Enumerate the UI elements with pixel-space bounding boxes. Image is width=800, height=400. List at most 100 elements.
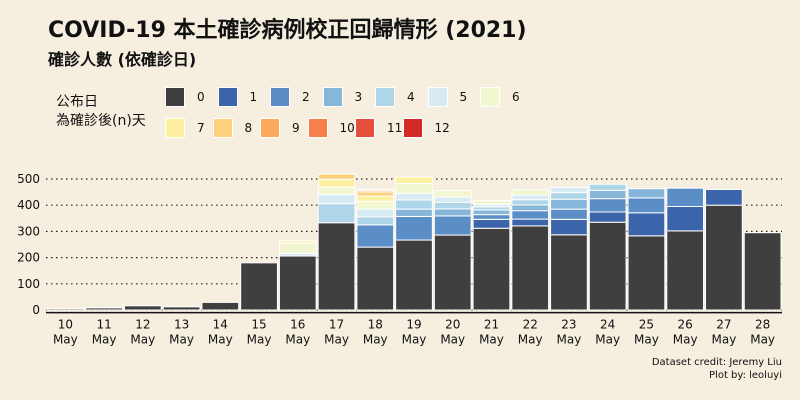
bar-segment-2 — [550, 208, 588, 220]
legend-item-9: 9 — [260, 118, 300, 138]
bar-segment-6 — [278, 242, 317, 254]
legend-swatch — [427, 87, 448, 107]
bar-segment-8 — [356, 191, 395, 197]
bar-segment-0 — [550, 234, 588, 311]
legend-item-7: 7 — [165, 118, 205, 138]
legend-swatch — [375, 87, 395, 107]
legend-title-line-1: 公布日 — [56, 94, 98, 110]
legend-label: 9 — [292, 121, 300, 135]
bar-segment-4 — [395, 199, 433, 210]
credit: Dataset credit: Jeremy Liu Plot by: leol… — [652, 356, 782, 382]
bar-segment-0 — [123, 305, 162, 311]
legend-swatch — [217, 87, 238, 107]
bar-segment-1 — [550, 218, 588, 236]
bar-segment-5 — [395, 192, 433, 201]
x-tick-label: 23 May — [557, 318, 582, 347]
bar-segment-4 — [356, 216, 395, 226]
legend-item-2: 2 — [270, 87, 310, 107]
bar-segment-5 — [550, 186, 588, 194]
bar-segment-0 — [627, 235, 666, 311]
bar-segment-3 — [627, 188, 666, 199]
bar-segment-0 — [433, 234, 472, 311]
x-tick-label: 19 May — [402, 318, 427, 347]
bar-segment-2 — [356, 224, 395, 248]
dataset-credit: Dataset credit: Jeremy Liu — [651, 357, 782, 368]
x-tick-label: 27 May — [711, 318, 736, 347]
bar-segment-0 — [356, 246, 395, 311]
legend-label: 10 — [339, 121, 355, 135]
legend-item-12: 12 — [402, 118, 450, 138]
y-tick-label: 300 — [17, 224, 40, 238]
x-tick-label: 10 May — [53, 318, 78, 347]
legend-swatch — [480, 87, 500, 107]
bar-segment-5 — [317, 193, 356, 205]
legend-label: 0 — [197, 90, 205, 104]
y-tick-label: 500 — [17, 172, 40, 186]
bar-segment-1 — [511, 218, 550, 227]
bar-segment-4 — [433, 201, 472, 210]
bar-segment-4 — [588, 183, 627, 191]
bar-segment-5 — [511, 194, 550, 201]
x-tick-label: 18 May — [363, 318, 388, 347]
legend-item-4: 4 — [375, 87, 415, 107]
legend-label: 12 — [434, 121, 450, 135]
bar-segment-4 — [317, 203, 356, 224]
bar-segment-0 — [588, 221, 627, 311]
x-tick-label: 24 May — [595, 318, 620, 347]
bar-segment-0 — [278, 255, 317, 311]
bar-segment-2 — [588, 198, 627, 213]
bar-segment-7 — [317, 178, 356, 188]
bar-segment-0 — [743, 232, 782, 311]
x-tick-label: 20 May — [440, 318, 465, 347]
x-tick-label: 13 May — [169, 318, 194, 347]
x-tick-label: 11 May — [92, 318, 117, 347]
bar-segment-2 — [627, 197, 666, 214]
bar-segment-2 — [433, 215, 472, 236]
bar-segment-7 — [278, 240, 317, 244]
bar-segment-6 — [356, 200, 395, 210]
legend-label: 8 — [244, 121, 253, 135]
legend-item-5: 5 — [427, 87, 467, 107]
x-tick-label: 12 May — [130, 318, 155, 347]
legend-title-line-2: 為確診後(n)天 — [56, 113, 146, 129]
legend-label: 1 — [249, 90, 258, 104]
bar-segment-8 — [317, 173, 356, 180]
bar-segment-0 — [705, 204, 743, 311]
bar-segment-3 — [395, 208, 433, 217]
bar-segment-0 — [46, 308, 85, 311]
legend-label: 11 — [387, 121, 403, 135]
x-tick-label: 21 May — [479, 318, 504, 347]
bar-segment-4 — [511, 199, 550, 206]
bar-segment-5 — [356, 208, 395, 218]
y-tick-label: 400 — [17, 198, 40, 212]
bar-segment-6 — [317, 186, 356, 195]
bar-segment-3 — [550, 198, 588, 210]
bar-segment-3 — [433, 208, 472, 217]
legend-label: 4 — [407, 90, 415, 104]
chart-subtitle: 確診人數 (依確診日) — [48, 50, 197, 69]
bar-segment-1 — [666, 206, 705, 232]
bar-segment-2 — [511, 210, 550, 220]
bar-segment-1 — [705, 188, 743, 206]
y-tick-label: 100 — [17, 277, 40, 291]
bar-segment-0 — [395, 239, 433, 311]
legend-item-1: 1 — [217, 87, 258, 107]
plot-credit: Plot by: leoluyi — [709, 370, 782, 381]
bar-segment-7 — [356, 195, 395, 202]
legend-swatch — [322, 87, 343, 107]
x-tick-label: 15 May — [247, 318, 272, 347]
legend-swatch — [165, 118, 185, 138]
x-tick-label: 14 May — [208, 318, 233, 347]
bar-segment-3 — [511, 204, 550, 212]
legend-title: 公布日 為確診後(n)天 — [56, 93, 146, 131]
bar-segment-2 — [666, 187, 705, 208]
bar-segment-10 — [356, 188, 395, 191]
legend-item-10: 10 — [307, 118, 355, 138]
legend-label: 7 — [197, 121, 205, 135]
legend-item-8: 8 — [212, 118, 253, 138]
legend-label: 2 — [302, 90, 310, 104]
bar-segment-3 — [472, 209, 511, 216]
legend-swatch — [260, 118, 280, 138]
bar-segment-6 — [433, 190, 472, 198]
